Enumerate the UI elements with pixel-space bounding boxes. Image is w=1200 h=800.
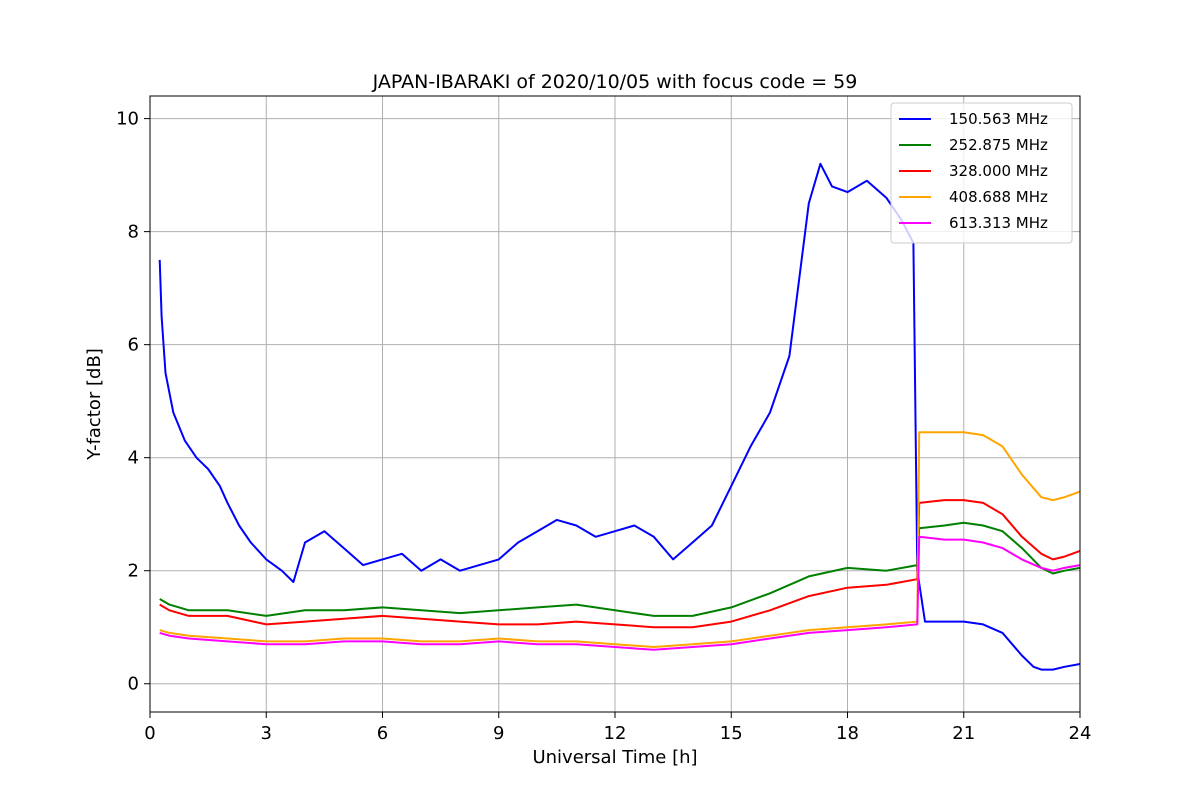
legend: 150.563 MHz 252.875 MHz 328.000 MHz 408.688… <box>890 102 1073 244</box>
series-line-252-875-mhz <box>159 521 1081 617</box>
legend-entry: 328.000 MHz <box>949 162 1048 180</box>
x-tick-label: 24 <box>1069 723 1092 744</box>
legend-entry: 252.875 MHz <box>949 136 1048 154</box>
series-line-328-000-mhz <box>159 499 1081 629</box>
legend-entry: 613.313 MHz <box>949 214 1048 232</box>
x-axis: 0 3 6 9 12 15 18 21 24 <box>144 712 1091 744</box>
chart-title: JAPAN-IBARAKI of 2020/10/05 with focus c… <box>372 71 858 93</box>
y-tick-label: 0 <box>128 674 139 695</box>
x-tick-label: 3 <box>261 723 272 744</box>
y-axis: 0 2 4 6 8 10 <box>116 109 150 695</box>
y-tick-label: 6 <box>128 335 139 356</box>
series-line-408-688-mhz <box>159 431 1081 648</box>
series-layer <box>158 162 1081 671</box>
legend-entry: 408.688 MHz <box>949 188 1048 206</box>
y-tick-label: 10 <box>116 109 139 130</box>
x-tick-label: 12 <box>604 723 627 744</box>
y-tick-label: 4 <box>128 448 139 469</box>
series-line-150-563-mhz <box>158 162 1081 671</box>
x-tick-label: 0 <box>144 723 155 744</box>
x-tick-label: 21 <box>952 723 975 744</box>
y-axis-label: Y-factor [dB] <box>84 348 105 461</box>
x-tick-label: 9 <box>493 723 504 744</box>
x-axis-label: Universal Time [h] <box>532 747 697 768</box>
x-tick-label: 18 <box>836 723 859 744</box>
y-tick-label: 2 <box>128 561 139 582</box>
x-tick-label: 15 <box>720 723 743 744</box>
legend-box <box>890 102 1073 244</box>
y-tick-label: 8 <box>128 222 139 243</box>
legend-entry: 150.563 MHz <box>949 110 1048 128</box>
series-line-613-313-mhz <box>159 535 1081 651</box>
x-tick-label: 6 <box>377 723 388 744</box>
